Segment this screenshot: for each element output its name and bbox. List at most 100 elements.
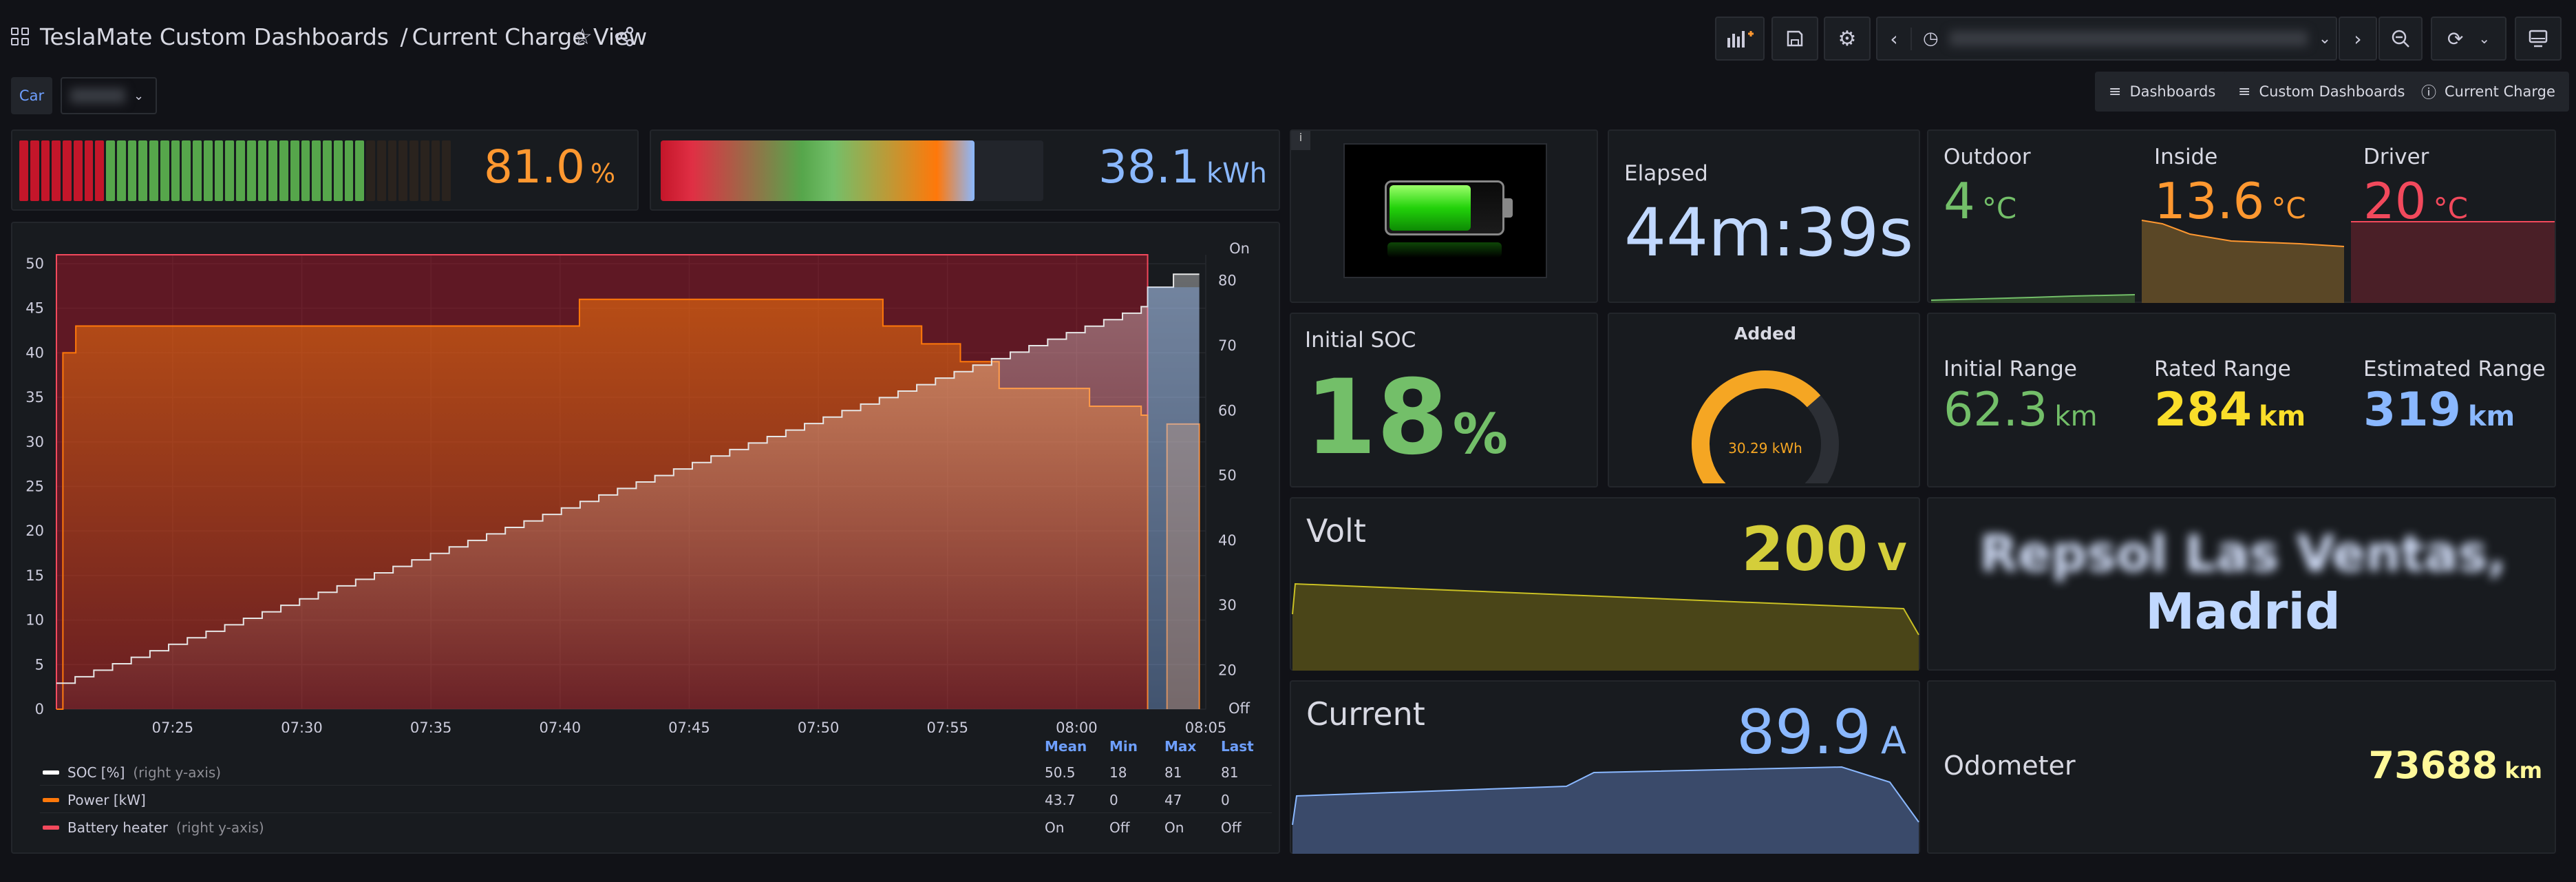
legend-header-max[interactable]: Max [1164,738,1197,755]
nav-link-dashboards[interactable]: ≡ Dashboards [2095,72,2230,112]
y-axis-right-tick: 30 [1218,597,1237,613]
save-button[interactable] [1771,17,1818,61]
added-gauge-fill [1692,370,1821,483]
elapsed-panel: Elapsed 44m:39s [1608,129,1920,303]
x-axis-tick: 08:05 [1185,720,1227,733]
chevron-down-icon: ⌄ [2318,30,2332,48]
clock-icon: ◷ [1923,28,1939,49]
apps-icon[interactable] [11,28,29,45]
legend-mean-value: On [1045,819,1065,836]
share-icon[interactable] [615,26,635,47]
battery-cell [236,140,245,201]
charge-timeseries-chart: 0510152025303540455020304050607080OnOff0… [25,240,1250,733]
battery-cell [355,140,364,201]
range-rated-value: 284 km [2154,383,2306,437]
battery-cell [376,140,386,201]
legend-header-min[interactable]: Min [1109,738,1138,755]
current-panel: Current 89.9 A [1290,680,1920,854]
battery-cell [431,140,440,201]
settings-button[interactable]: ⚙ [1824,17,1871,61]
energy-value: 38.1 kWh [1098,140,1268,193]
battery-cell [149,140,158,201]
nav-link-current-charge[interactable]: ⓘ Current Charge [2407,72,2569,112]
elapsed-value: 44m:39s [1624,194,1914,271]
add-panel-button[interactable] [1715,17,1765,61]
y-axis-left-tick: 45 [25,300,44,317]
legend-last-value: Off [1221,819,1242,836]
nav-link-label: Current Charge [2445,83,2555,100]
menu-icon: ≡ [2238,83,2251,101]
legend-divider [40,812,1272,813]
y-axis-left-tick: 25 [25,478,44,494]
battery-cell [344,140,354,201]
legend-header-last[interactable]: Last [1221,738,1254,755]
location-panel: Repsol Las Ventas, Madrid [1927,497,2556,671]
battery-cell [333,140,343,201]
legend-item[interactable]: SOC [%] (right y-axis) [43,764,221,781]
nav-link-custom-dashboards[interactable]: ≡ Custom Dashboards [2224,72,2419,112]
odometer-title: Odometer [1944,750,2076,781]
x-axis-tick: 08:00 [1056,720,1098,733]
x-axis-tick: 07:40 [540,720,582,733]
energy-panel: 38.1 kWh [650,129,1280,211]
car-variable-value: Tesla [70,88,125,103]
odometer-panel: Odometer 73688 km [1927,680,2556,854]
temp-driver-title: Driver [2363,145,2429,169]
legend-min-value: Off [1109,819,1130,836]
battery-cell [52,140,61,201]
legend-series-suffix: (right y-axis) [176,819,264,836]
battery-cell [366,140,375,201]
legend-header-mean[interactable]: Mean [1045,738,1087,755]
time-forward-button[interactable]: › [2339,17,2377,61]
x-axis-tick: 07:45 [668,720,710,733]
legend-series-name: SOC [%] [67,764,125,781]
range-estimated-value: 319 km [2363,383,2515,437]
y-axis-left-tick: 15 [25,567,44,584]
voltage-sparkline [1292,582,1919,671]
y-axis-left-tick: 20 [25,523,44,539]
time-range-value: Last 12 hours [1949,31,2308,46]
battery-cell [225,140,234,201]
battery-cell [95,140,104,201]
energy-bar-fill [661,140,975,201]
breadcrumb-root[interactable]: TeslaMate Custom Dashboards [40,23,390,50]
legend-max-value: 47 [1164,792,1182,808]
view-mode-button[interactable] [2515,17,2562,61]
battery-cell [323,140,332,201]
x-axis-tick: 07:55 [926,720,968,733]
temp-outdoor-value: 4 °C [1944,172,2017,230]
info-icon[interactable]: i [1291,131,1310,150]
time-picker[interactable]: ‹ ◷ Last 12 hours ⌄ [1876,17,2337,61]
voltage-panel: Volt 200 V [1290,497,1920,671]
battery-cell [246,140,256,201]
battery-cell [160,140,169,201]
legend-swatch [43,826,59,830]
legend-divider [40,785,1272,786]
legend-mean-value: 43.7 [1045,792,1076,808]
voltage-value: 200 V [1741,514,1907,585]
battery-cell [73,140,83,201]
legend-item[interactable]: Power [kW] [43,792,154,808]
battery-cell [182,140,191,201]
refresh-dropdown-icon[interactable]: ⌄ [2478,30,2491,47]
elapsed-title: Elapsed [1624,161,1708,186]
car-variable-select[interactable]: Tesla ⌄ [61,77,157,114]
time-back-button[interactable]: ‹ [1877,27,1912,50]
battery-cell [214,140,224,201]
refresh-button[interactable]: ⟳ ⌄ [2431,17,2506,61]
legend-item[interactable]: Battery heater (right y-axis) [43,819,264,836]
added-gauge [1692,370,1839,483]
y-axis-right-tick: 20 [1218,662,1237,678]
temp-inside-value: 13.6 °C [2154,172,2306,230]
zoom-out-button[interactable] [2378,17,2423,61]
star-icon[interactable]: ☆ [573,23,593,50]
temperature-panel: Outdoor 4 °C Inside 13.6 °C Driver 20 °C [1927,129,2556,303]
y-axis-left-tick: 40 [25,344,44,361]
y-axis-right-tick: 70 [1218,337,1237,354]
battery-cell [409,140,418,201]
battery-level-value: 81.0% [484,140,616,193]
current-sparkline [1292,766,1919,854]
monitor-icon [2529,30,2548,48]
battery-cell [193,140,202,201]
battery-cell [138,140,147,201]
